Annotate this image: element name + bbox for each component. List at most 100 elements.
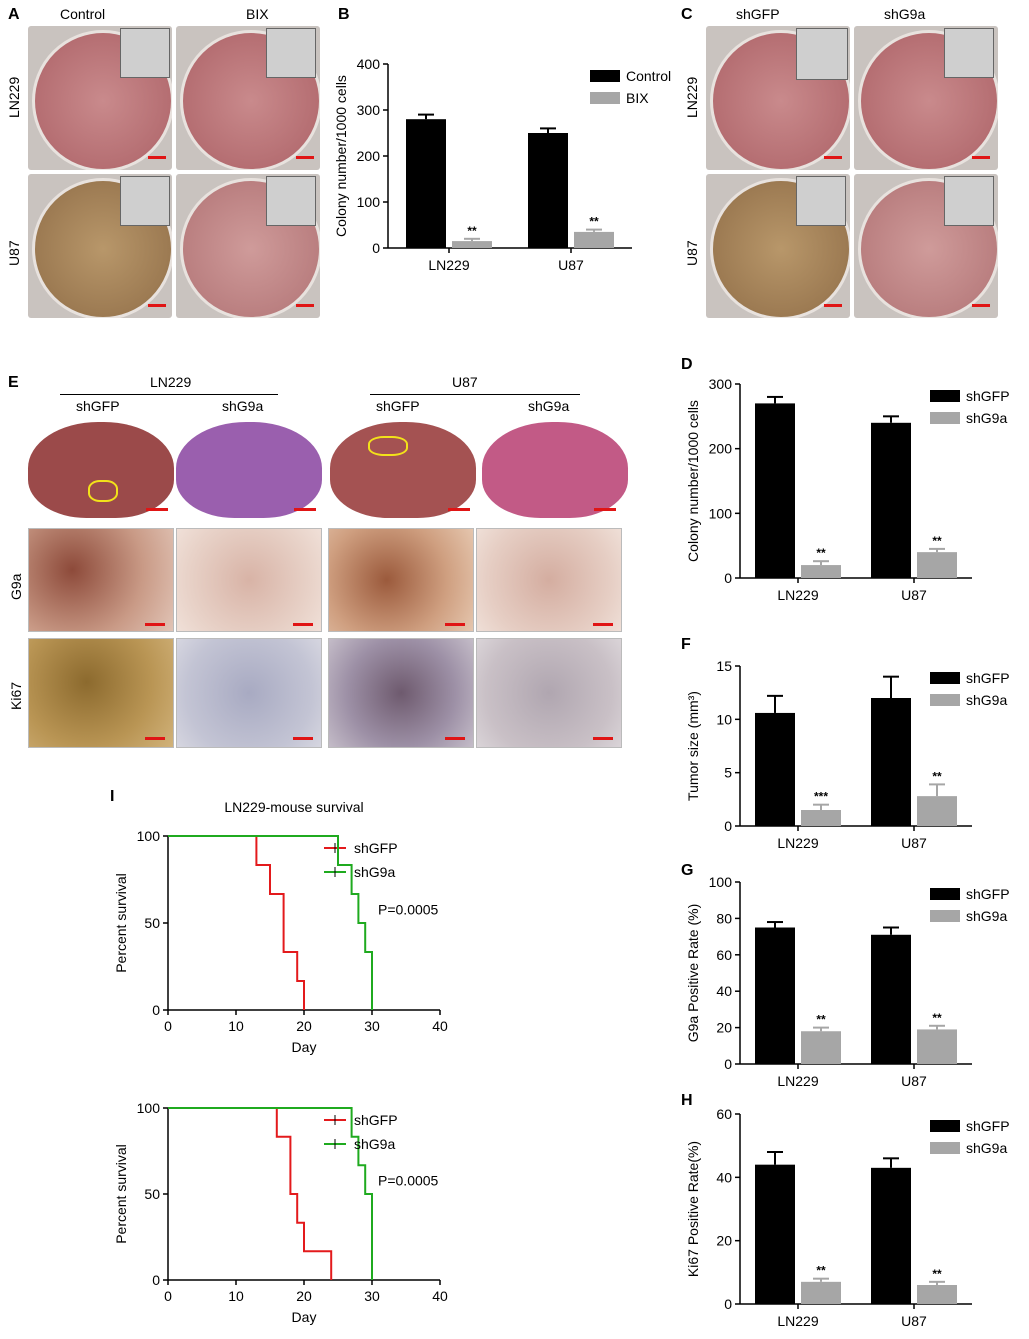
x-tick-label: 20 [296, 1018, 312, 1034]
colony-dish-photo [854, 26, 998, 170]
x-tick-label: U87 [901, 1313, 927, 1329]
legend-swatch-shg9a [930, 1142, 960, 1154]
significance-label: ** [467, 224, 477, 238]
brain-section-image [330, 422, 476, 518]
group-divider-line [60, 394, 278, 395]
brain-section-image [28, 422, 174, 518]
significance-label: ** [932, 1011, 942, 1025]
x-tick-label: U87 [558, 257, 584, 273]
x-tick-label: 40 [432, 1288, 448, 1304]
y-axis-label: Ki67 Positive Rate(%) [685, 1141, 701, 1277]
scale-bar [972, 156, 990, 159]
y-tick-label: 100 [709, 505, 733, 521]
panel-e-col-label-shg9a: shG9a [222, 398, 264, 414]
scale-bar [148, 156, 166, 159]
brain-section-image [482, 422, 628, 518]
x-tick-label: 0 [164, 1018, 172, 1034]
survival-chart-ln229: LN229-mouse survival 0 50 100 0 10 20 30 40 Day Pe… [113, 799, 448, 1055]
x-tick-label: 0 [164, 1288, 172, 1304]
scale-bar [294, 508, 316, 511]
bar-shgfp-ln229 [755, 1164, 795, 1304]
y-tick-label: 200 [709, 441, 733, 457]
scale-bar [594, 508, 616, 511]
survival-line-shgfp [168, 835, 305, 1010]
legend-label-shg9a: shG9a [966, 1140, 1007, 1156]
significance-label: ** [589, 215, 599, 229]
tumor-outline [368, 436, 408, 456]
legend-label-shgfp: shGFP [966, 670, 1010, 686]
bar-shg9a-u87 [917, 1029, 957, 1064]
legend-swatch-shg9a [930, 694, 960, 706]
y-axis-label: G9a Positive Rate (%) [685, 904, 701, 1043]
y-tick-label: 400 [357, 56, 381, 72]
p-value-annotation: P=0.0005 [378, 901, 439, 917]
y-tick-label: 0 [372, 240, 380, 256]
panel-c-row-label-ln229: LN229 [684, 76, 700, 118]
legend-label-shgfp: shGFP [354, 1112, 398, 1128]
legend-label-shg9a: shG9a [966, 692, 1007, 708]
panel-e-col-label-shgfp: shGFP [376, 398, 420, 414]
significance-label: ** [816, 1013, 826, 1027]
panel-e-col-label-shgfp: shGFP [76, 398, 120, 414]
legend-swatch-control [590, 70, 620, 82]
colony-inset-image [120, 176, 170, 226]
bar-chart-d: 0 100 200 300 Colony number/1000 cells LN229 *… [685, 376, 1010, 603]
scale-bar [296, 156, 314, 159]
legend-swatch-shgfp [930, 390, 960, 402]
bar-shg9a-u87 [917, 796, 957, 826]
panel-a-row-label-ln229: LN229 [6, 76, 22, 118]
significance-label: ** [816, 1264, 826, 1278]
x-tick-label: 30 [364, 1018, 380, 1034]
ihc-g9a-image [328, 528, 474, 632]
colony-dish-photo [176, 174, 320, 318]
y-axis-label: Percent survival [113, 873, 129, 973]
ihc-ki67-image [476, 638, 622, 748]
legend-label-control: Control [626, 68, 671, 84]
ihc-ki67-image [176, 638, 322, 748]
y-tick-label: 5 [724, 765, 732, 781]
significance-label: ** [932, 534, 942, 548]
colony-inset-image [796, 28, 848, 80]
colony-inset-image [944, 176, 994, 226]
ihc-g9a-image [28, 528, 174, 632]
bar-control-u87 [528, 133, 568, 248]
legend-label-shgfp: shGFP [966, 886, 1010, 902]
y-tick-label: 50 [144, 1186, 160, 1202]
colony-inset-image [796, 176, 846, 226]
y-tick-label: 40 [716, 983, 732, 999]
bar-chart-f: 0 5 10 15 Tumor size (mm³) LN229 *** U87 ** shGFP… [685, 658, 1010, 850]
y-tick-label: 200 [357, 148, 381, 164]
y-tick-label: 0 [724, 818, 732, 834]
legend-label-shg9a: shG9a [966, 908, 1007, 924]
bar-shgfp-ln229 [755, 927, 795, 1064]
colony-dish-photo [176, 26, 320, 170]
scale-bar [972, 304, 990, 307]
bar-chart-b: 0 100 200 300 400 Colony number/1000 cells LN2… [333, 56, 671, 273]
legend-swatch-shgfp [930, 1120, 960, 1132]
bar-shg9a-u87 [917, 552, 957, 578]
y-tick-label: 10 [716, 711, 732, 727]
x-axis-label: Day [292, 1309, 317, 1325]
scale-bar [146, 508, 168, 511]
y-tick-label: 100 [709, 874, 733, 890]
bar-shgfp-ln229 [755, 403, 795, 578]
ihc-ki67-image [328, 638, 474, 748]
x-tick-label: 40 [432, 1018, 448, 1034]
panel-label-e: E [8, 374, 19, 391]
y-tick-label: 20 [716, 1233, 732, 1249]
y-tick-label: 0 [152, 1002, 160, 1018]
legend-label-bix: BIX [626, 90, 649, 106]
bar-shg9a-ln229 [801, 565, 841, 578]
panel-label-a: A [8, 6, 20, 23]
panel-label-h: H [681, 1092, 693, 1109]
bar-chart-h: 0 20 40 60 Ki67 Positive Rate(%) LN229 ** U87 **… [685, 1106, 1010, 1329]
legend-swatch-bix [590, 92, 620, 104]
panel-e-col-label-shg9a: shG9a [528, 398, 570, 414]
bar-shg9a-ln229 [801, 1031, 841, 1064]
legend-swatch-shg9a [930, 910, 960, 922]
legend-label-shg9a: shG9a [354, 1136, 395, 1152]
scale-bar [148, 304, 166, 307]
x-tick-label: 30 [364, 1288, 380, 1304]
chart-title: U87-mouse survival [232, 1086, 356, 1087]
legend-label-shgfp: shGFP [966, 388, 1010, 404]
